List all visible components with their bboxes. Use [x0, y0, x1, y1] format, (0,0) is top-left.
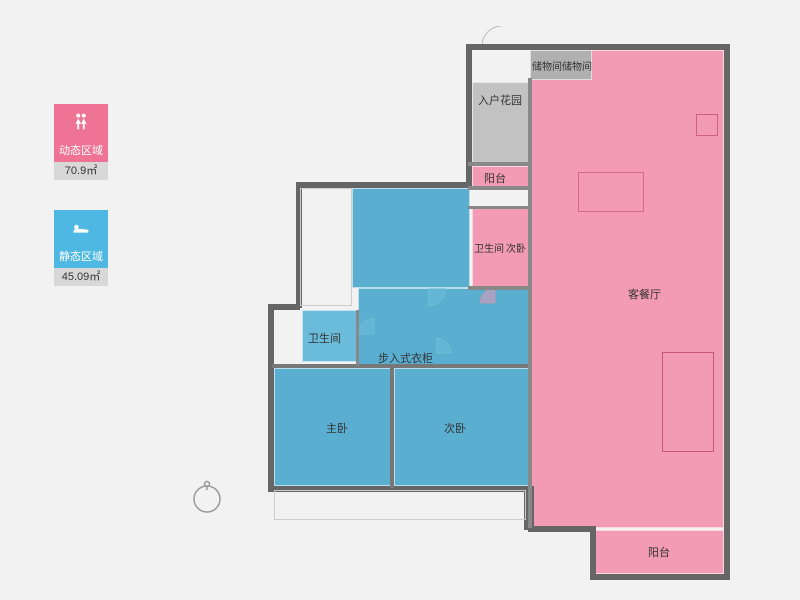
- wall-inner: [468, 162, 530, 166]
- floorplan: 客餐厅 储物间储物间 入户花园 阳台 卫生间 次卧 卫生间 步入式衣柜 主卧 次…: [260, 22, 740, 578]
- furniture-sofa: [662, 352, 714, 452]
- room-master-label: 主卧: [326, 420, 348, 436]
- room-living: [530, 50, 724, 528]
- room-bath-top-label: 卫生间: [474, 240, 504, 255]
- outline-frame-left: [300, 188, 352, 306]
- room-storage-label: 储物间储物间: [532, 58, 592, 73]
- legend-static-label: 静态区域: [54, 246, 108, 268]
- wall-inner: [528, 190, 532, 528]
- wall: [724, 44, 730, 578]
- sleep-icon: [54, 210, 108, 246]
- legend-static: 静态区域 45.09㎡: [54, 210, 108, 286]
- room-entry-garden-label: 入户花园: [478, 92, 522, 108]
- furniture-table: [578, 172, 644, 212]
- people-icon: [54, 104, 108, 140]
- outline-frame-bottom: [274, 490, 526, 520]
- compass-icon: [190, 480, 224, 514]
- room-corridor-upper: [352, 188, 470, 288]
- legend-dynamic-label: 动态区域: [54, 140, 108, 162]
- wall: [466, 44, 730, 50]
- legend-panel: 动态区域 70.9㎡ 静态区域 45.09㎡: [54, 104, 108, 316]
- legend-dynamic-value: 70.9㎡: [54, 162, 108, 180]
- room-living-label: 客餐厅: [628, 286, 661, 302]
- wall-inner: [356, 310, 359, 366]
- legend-static-value: 45.09㎡: [54, 268, 108, 286]
- door-arc-2: [358, 318, 390, 350]
- wall: [590, 526, 596, 578]
- door-arc-1: [428, 288, 464, 324]
- wall: [590, 574, 730, 580]
- room-balcony-small-label: 阳台: [484, 170, 506, 186]
- wall-inner: [390, 366, 394, 488]
- wall-inner: [468, 286, 530, 290]
- room-second-bed-label: 次卧: [444, 420, 466, 436]
- wall: [528, 526, 594, 532]
- wall: [268, 304, 274, 490]
- room-balcony-big-label: 阳台: [648, 544, 670, 560]
- room-bath2-label: 卫生间: [308, 330, 341, 346]
- wall-inner: [272, 364, 530, 368]
- wall-inner: [468, 206, 530, 209]
- furniture-curtain: [696, 114, 718, 136]
- room-bedroom-second-top-label: 次卧: [506, 240, 526, 255]
- wall-inner: [468, 186, 530, 190]
- legend-dynamic: 动态区域 70.9㎡: [54, 104, 108, 180]
- wall-inner: [528, 78, 532, 190]
- door-arc-3: [480, 288, 510, 318]
